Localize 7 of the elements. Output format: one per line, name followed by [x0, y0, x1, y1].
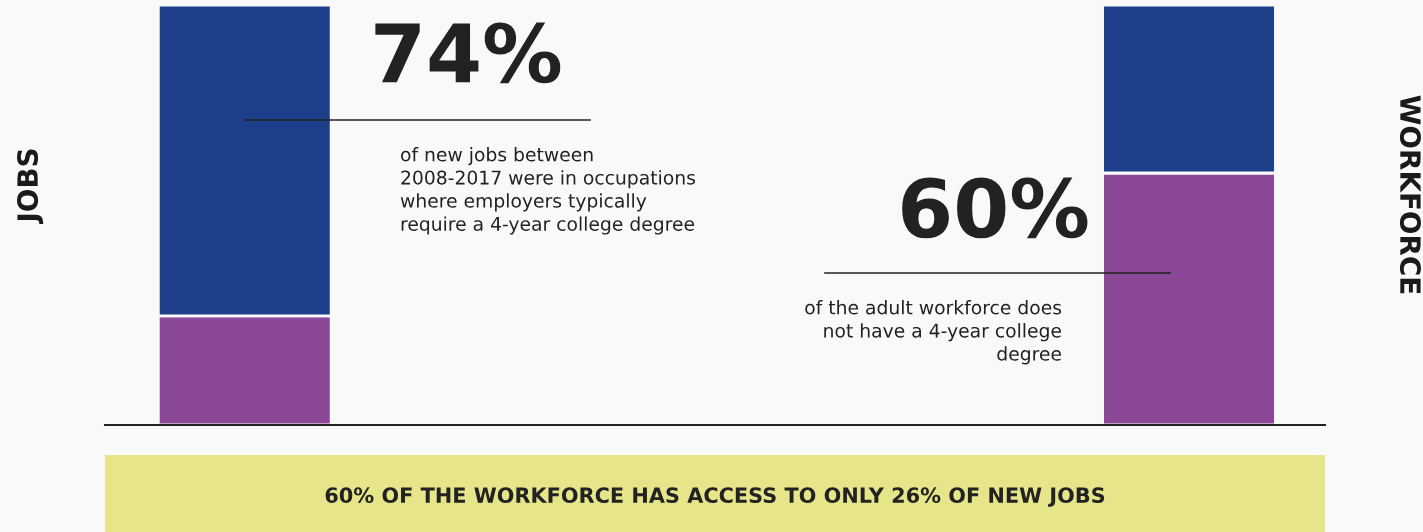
data-label: 74%	[375, 22, 561, 84]
x-tick-label: JOBS	[17, 149, 44, 225]
annotation: of new jobs between 2008-2017 were in occupations where employers typically require a 4-year college degree	[400, 147, 695, 235]
data-label: 60%	[902, 177, 1088, 239]
annotation: of the adult workforce does not have a 4-year college degree	[805, 300, 1062, 365]
text: 60% OF THE WORKFORCE HAS ACCESS TO ONLY 26% OF NEW JOBS	[325, 487, 1105, 507]
x-tick-label: WORKFORCE	[1399, 95, 1421, 294]
